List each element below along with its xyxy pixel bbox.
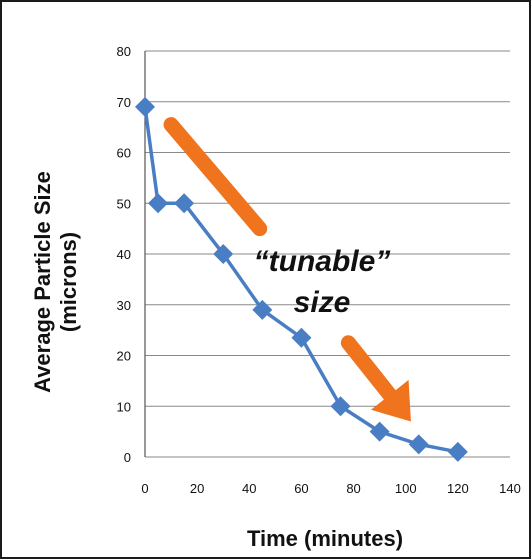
data-point <box>447 441 468 462</box>
y-axis-title: Average Particle Size (microns) <box>30 171 81 393</box>
x-tick-label: 140 <box>499 481 521 496</box>
annotation-line2: size <box>294 286 351 319</box>
y-tick-label: 30 <box>117 298 131 313</box>
data-point <box>135 96 155 117</box>
data-point <box>213 244 234 264</box>
y-tick-label: 40 <box>117 247 131 262</box>
x-tick-label: 0 <box>141 481 148 496</box>
lower-arrow-head <box>370 379 411 422</box>
data-point <box>174 193 195 214</box>
x-tick-label: 20 <box>190 481 204 496</box>
data-point <box>330 396 351 417</box>
upper-arrow-shaft <box>163 117 268 237</box>
y-tick-label: 60 <box>117 146 131 161</box>
data-point <box>408 434 429 455</box>
annotation-line1: “tunable” <box>254 245 391 278</box>
y-tick-label: 80 <box>117 44 131 59</box>
y-tick-label: 20 <box>117 349 131 364</box>
y-axis-title-line2: (microns) <box>56 232 81 332</box>
series-group <box>135 96 468 462</box>
data-point <box>252 299 273 320</box>
lower-arrow-shaft <box>340 335 398 403</box>
x-tick-label: 80 <box>346 481 360 496</box>
x-tick-label: 60 <box>294 481 308 496</box>
y-tick-label: 10 <box>117 399 131 414</box>
x-tick-label: 40 <box>242 481 256 496</box>
data-point <box>369 421 390 442</box>
x-tick-labels: 0 20 40 60 80 100 120 140 <box>141 481 520 496</box>
x-axis-title: Time (minutes) <box>247 526 403 551</box>
series-line <box>143 106 459 454</box>
y-tick-label: 70 <box>117 95 131 110</box>
y-tick-label: 50 <box>117 196 131 211</box>
trend-arrows <box>163 117 411 422</box>
y-axis-title-line1: Average Particle Size <box>30 171 55 393</box>
y-tick-labels: 0 10 20 30 40 50 60 70 80 <box>117 44 131 465</box>
x-tick-label: 120 <box>447 481 469 496</box>
data-point <box>291 327 312 348</box>
x-tick-label: 100 <box>395 481 417 496</box>
y-tick-label: 0 <box>124 450 131 465</box>
data-point <box>148 193 169 214</box>
